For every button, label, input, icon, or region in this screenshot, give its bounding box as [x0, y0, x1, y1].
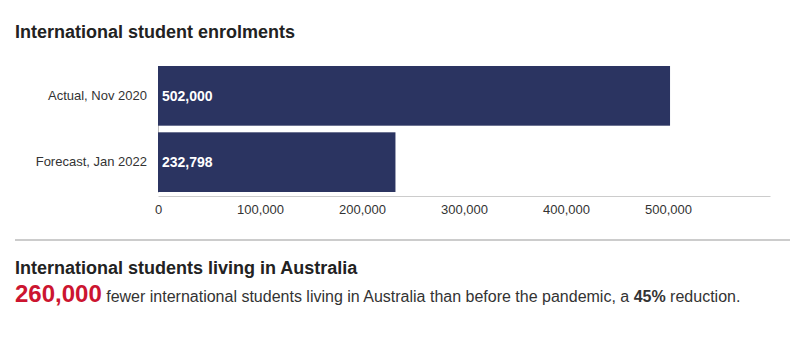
summary: International students living in Austral…	[15, 258, 785, 310]
x-tick-label: 0	[155, 202, 162, 217]
separator	[15, 240, 790, 241]
bar	[158, 132, 395, 192]
data-label: 502,000	[162, 88, 213, 104]
x-tick-label: 300,000	[441, 202, 488, 217]
x-tick: 0	[155, 196, 162, 217]
x-axis: 0 100,000 200,000 300,000 400,000 500,000	[155, 196, 771, 217]
summary-emphasis: 45%	[634, 288, 666, 305]
x-tick-label: 100,000	[237, 202, 284, 217]
y-tick: Actual, Nov 2020	[48, 88, 158, 103]
x-tick-label: 500,000	[645, 202, 692, 217]
data-labels: 502,000 232,798	[162, 88, 213, 170]
summary-body: fewer international students living in A…	[102, 288, 634, 305]
category-label: Forecast, Jan 2022	[36, 154, 147, 169]
x-tick: 400,000	[543, 196, 590, 217]
summary-text: 260,000 fewer international students liv…	[15, 281, 785, 310]
x-tick-label: 200,000	[339, 202, 386, 217]
summary-title: International students living in Austral…	[15, 258, 785, 279]
x-tick: 100,000	[237, 196, 284, 217]
y-tick: Forecast, Jan 2022	[36, 154, 158, 169]
chart-title: International student enrolments	[15, 22, 295, 42]
x-tick-label: 400,000	[543, 202, 590, 217]
x-axis-line	[159, 196, 771, 197]
summary-highlight: 260,000	[15, 280, 102, 307]
y-axis: Actual, Nov 2020 Forecast, Jan 2022	[36, 67, 159, 193]
bars	[158, 66, 670, 192]
data-label: 232,798	[162, 154, 213, 170]
x-tick: 300,000	[441, 196, 488, 217]
summary-ending: reduction.	[666, 288, 741, 305]
x-tick: 500,000	[645, 196, 692, 217]
category-label: Actual, Nov 2020	[48, 88, 147, 103]
bar	[158, 66, 670, 126]
x-tick: 200,000	[339, 196, 386, 217]
